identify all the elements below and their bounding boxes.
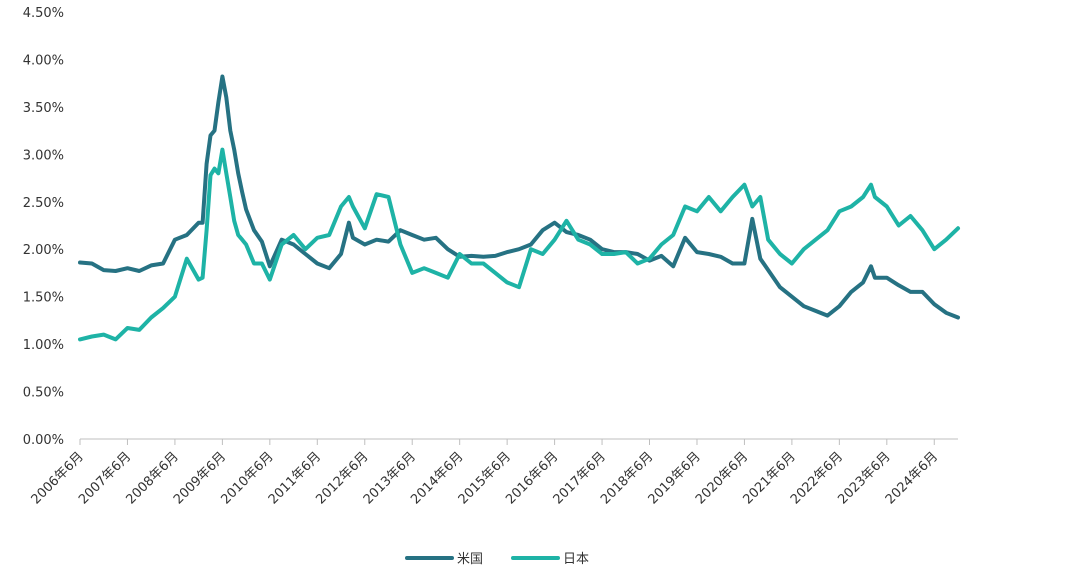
y-tick-label: 4.50% [23,6,64,21]
y-tick-label: 1.50% [23,291,64,306]
y-tick-label: 3.00% [23,148,64,163]
x-axis-ticks: 2006年6月2007年6月2008年6月2009年6月2010年6月2011年… [29,439,941,507]
y-tick-label: 1.00% [23,338,64,353]
series-line-us [78,74,960,320]
y-tick-label: 0.50% [23,386,64,401]
series-line-japan [78,147,960,342]
series-layer [78,74,960,342]
legend-label-us: 米国 [457,552,483,567]
legend: 米国 日本 [405,552,589,567]
y-tick-label: 2.50% [23,196,64,211]
y-tick-label: 3.50% [23,101,64,116]
y-tick-label: 0.00% [23,433,64,448]
y-tick-label: 4.00% [23,53,64,68]
y-tick-label: 2.00% [23,243,64,258]
y-axis-ticks: 0.00% 0.50% 1.00% 1.50% 2.00% 2.50% 3.00% 3.50%… [23,6,64,448]
legend-label-japan: 日本 [563,552,589,567]
